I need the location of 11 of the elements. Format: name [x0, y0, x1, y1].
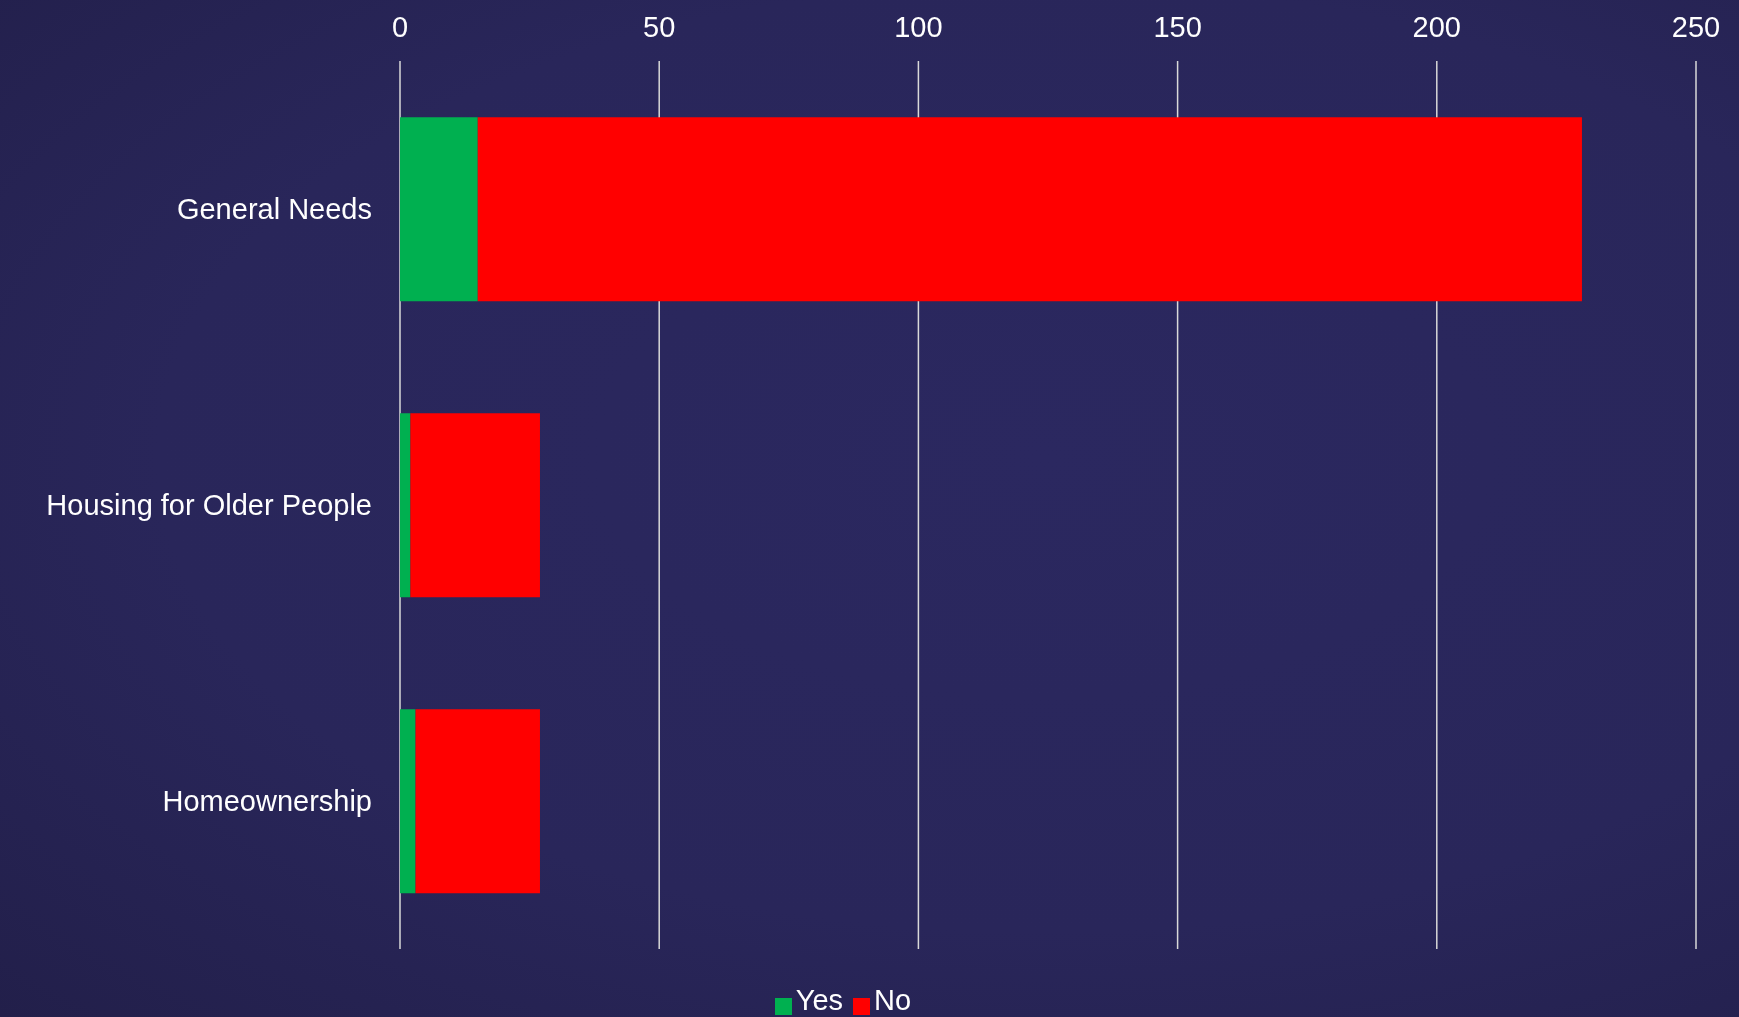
y-tick-label: Homeownership	[162, 785, 372, 818]
y-tick-label: Housing for Older People	[46, 489, 372, 522]
x-tick-label: 100	[894, 11, 943, 43]
legend-label: Yes	[795, 984, 844, 1016]
x-tick-label: 200	[1412, 11, 1461, 43]
legend-label: No	[874, 984, 912, 1016]
x-tick-label: 250	[1671, 11, 1721, 43]
x-tick-label: 50	[643, 11, 676, 43]
x-tick-label: 150	[1153, 11, 1202, 43]
y-tick-label: General Needs	[176, 193, 372, 226]
x-tick-label: 0	[391, 11, 409, 43]
